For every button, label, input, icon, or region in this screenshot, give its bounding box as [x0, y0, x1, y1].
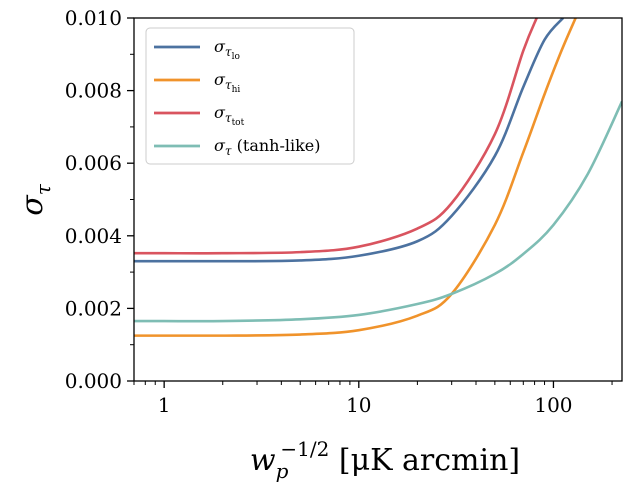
- legend-label: στtot​: [214, 103, 245, 128]
- y-axis-label: στ: [15, 183, 55, 215]
- series-line-0: [134, 18, 565, 263]
- legend-box: [145, 27, 355, 165]
- x-tick-label: 100: [534, 393, 572, 417]
- legend-label: στlo​: [214, 37, 240, 62]
- plot-area: [134, 18, 622, 338]
- axes: 0.000 0.002 0.004 0.006 0.008 0.010 1 10 100: [65, 6, 623, 417]
- series-line-1: [134, 18, 577, 338]
- legend-label: στhi​: [214, 70, 240, 95]
- x-tick-label: 1: [158, 393, 171, 417]
- series-line-3: [134, 100, 622, 323]
- series-line-2: [134, 18, 538, 255]
- legend: στlo​ στhi​ στtot​ στ (tanh-like): [145, 27, 355, 165]
- y-tick-label: 0.004: [65, 224, 122, 248]
- legend-label: στ (tanh-like): [214, 136, 321, 158]
- y-tick-label: 0.010: [65, 6, 122, 30]
- x-tick-label: 10: [346, 393, 371, 417]
- axis-labels: wp−1/2 [μK arcmin] στ: [15, 183, 520, 483]
- y-tick-label: 0.008: [65, 79, 122, 103]
- y-tick-label: 0.002: [65, 296, 122, 320]
- y-tick-label: 0.000: [65, 369, 122, 393]
- y-tick-label: 0.006: [65, 151, 122, 175]
- x-axis-label: wp−1/2 [μK arcmin]: [250, 437, 520, 483]
